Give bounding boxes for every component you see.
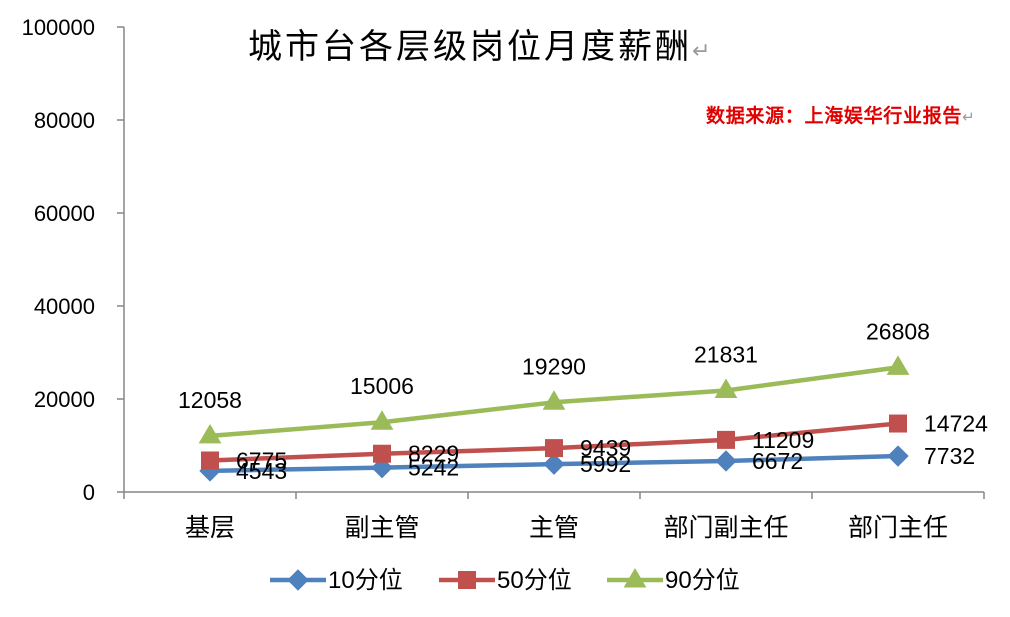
source-paragraph-mark: ↵ <box>962 108 975 126</box>
x-tick-label: 主管 <box>529 513 579 542</box>
series-1-marker <box>887 445 909 467</box>
title-paragraph-mark: ↵ <box>692 39 710 64</box>
series-2-data-label: 11209 <box>752 427 814 453</box>
series-2-data-label: 8229 <box>408 441 459 467</box>
legend-label: 10分位 <box>328 567 403 594</box>
data-labels: 4543 5242 5992 6672 7732 6775 8229 9439 11209 147… <box>178 318 988 484</box>
legend-marker <box>623 568 647 588</box>
y-tick-label: 80000 <box>34 108 95 133</box>
y-tick-label: 20000 <box>34 387 95 412</box>
source-text: 数据来源：上海娱华行业报告 <box>706 104 962 127</box>
series-3-data-label: 26808 <box>866 318 930 344</box>
series-2-data-label: 6775 <box>236 447 287 473</box>
chart-title: 城市台各层级岗位月度薪酬↵ <box>248 27 710 67</box>
x-tick-label: 基层 <box>185 513 235 542</box>
series-2-group <box>201 414 907 470</box>
series-2-data-label: 9439 <box>580 435 631 461</box>
series-2-marker <box>717 430 735 449</box>
series-2-marker <box>545 439 563 458</box>
legend-item: 90分位 <box>607 567 740 594</box>
series-1-data-label: 5992 <box>580 451 631 477</box>
series-1-marker <box>543 453 565 475</box>
series-3-marker <box>198 423 222 444</box>
y-tick-label: 0 <box>83 480 95 505</box>
y-tick-label: 100000 <box>22 15 95 40</box>
series-2-marker <box>373 444 391 463</box>
series-1-marker <box>715 450 737 472</box>
series-3-data-label: 21831 <box>694 341 758 367</box>
series-3-data-label: 12058 <box>178 387 242 413</box>
legend: 10分位 50分位 90分位 <box>270 567 740 594</box>
axes: 0 20000 40000 60000 80000 100000 基层 副主管 主管 部门副主任 部… <box>22 15 985 542</box>
y-tick-label: 40000 <box>34 294 95 319</box>
series-2-data-label: 14724 <box>924 411 988 437</box>
series-2-marker <box>201 451 219 470</box>
series-1-data-label: 5242 <box>408 455 459 481</box>
legend-label: 90分位 <box>665 567 740 594</box>
series-1-data-label: 4543 <box>236 458 287 484</box>
legend-marker <box>458 571 476 589</box>
legend-label: 50分位 <box>497 567 572 594</box>
series-3-marker <box>370 410 394 430</box>
source-note: 数据来源：上海娱华行业报告↵ <box>706 104 975 127</box>
x-tick-label: 部门副主任 <box>663 513 788 542</box>
series-1-data-label: 6672 <box>752 448 803 474</box>
x-tick-label: 部门主任 <box>848 513 948 542</box>
series-3-data-label: 19290 <box>522 353 586 379</box>
series-2-marker <box>889 414 907 433</box>
series-3-group <box>198 355 910 444</box>
series-1-data-label: 7732 <box>924 443 975 469</box>
series-3-marker <box>542 390 566 410</box>
legend-item: 50分位 <box>439 567 572 594</box>
y-tick-label: 60000 <box>34 201 95 226</box>
series-3-marker <box>714 378 738 398</box>
chart-title-text: 城市台各层级岗位月度薪酬 <box>248 27 692 67</box>
legend-item: 10分位 <box>270 567 403 594</box>
series-3-data-label: 15006 <box>350 373 414 399</box>
series-3-marker <box>886 355 910 375</box>
legend-marker <box>287 569 309 591</box>
x-tick-label: 副主管 <box>344 513 419 542</box>
